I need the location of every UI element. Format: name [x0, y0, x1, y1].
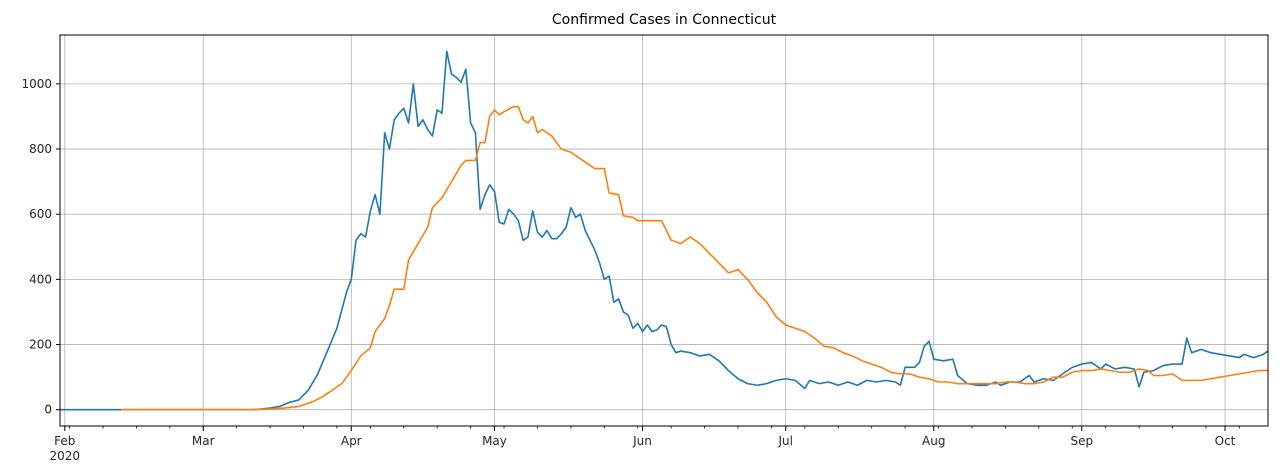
x-tick-label: Jul	[778, 434, 793, 448]
plot-frame	[59, 34, 1269, 427]
series-line-2	[121, 105, 1268, 411]
x-tick-label: Jun	[632, 434, 652, 448]
x-tick-label: May	[482, 434, 507, 448]
series-lines	[60, 50, 1268, 411]
y-tick-label: 0	[44, 403, 52, 417]
y-tick-label: 400	[29, 272, 52, 286]
x-tick-label: Mar	[192, 434, 215, 448]
series-line-1	[60, 50, 1268, 411]
x-tick-label: Oct	[1215, 434, 1236, 448]
x-tick-label: Feb	[54, 434, 75, 448]
y-tick-label: 1000	[21, 77, 52, 91]
x-tick-label: Aug	[922, 434, 945, 448]
chart-title: Confirmed Cases in Connecticut	[552, 12, 777, 28]
y-tick-label: 800	[29, 142, 52, 156]
grid-lines	[60, 35, 1268, 426]
y-tick-label: 200	[29, 338, 52, 352]
x-tick-label: Sep	[1070, 434, 1093, 448]
y-tick-label: 600	[29, 207, 52, 221]
x-tick-sublabel: 2020	[50, 449, 81, 463]
x-tick-label: Apr	[341, 434, 362, 448]
